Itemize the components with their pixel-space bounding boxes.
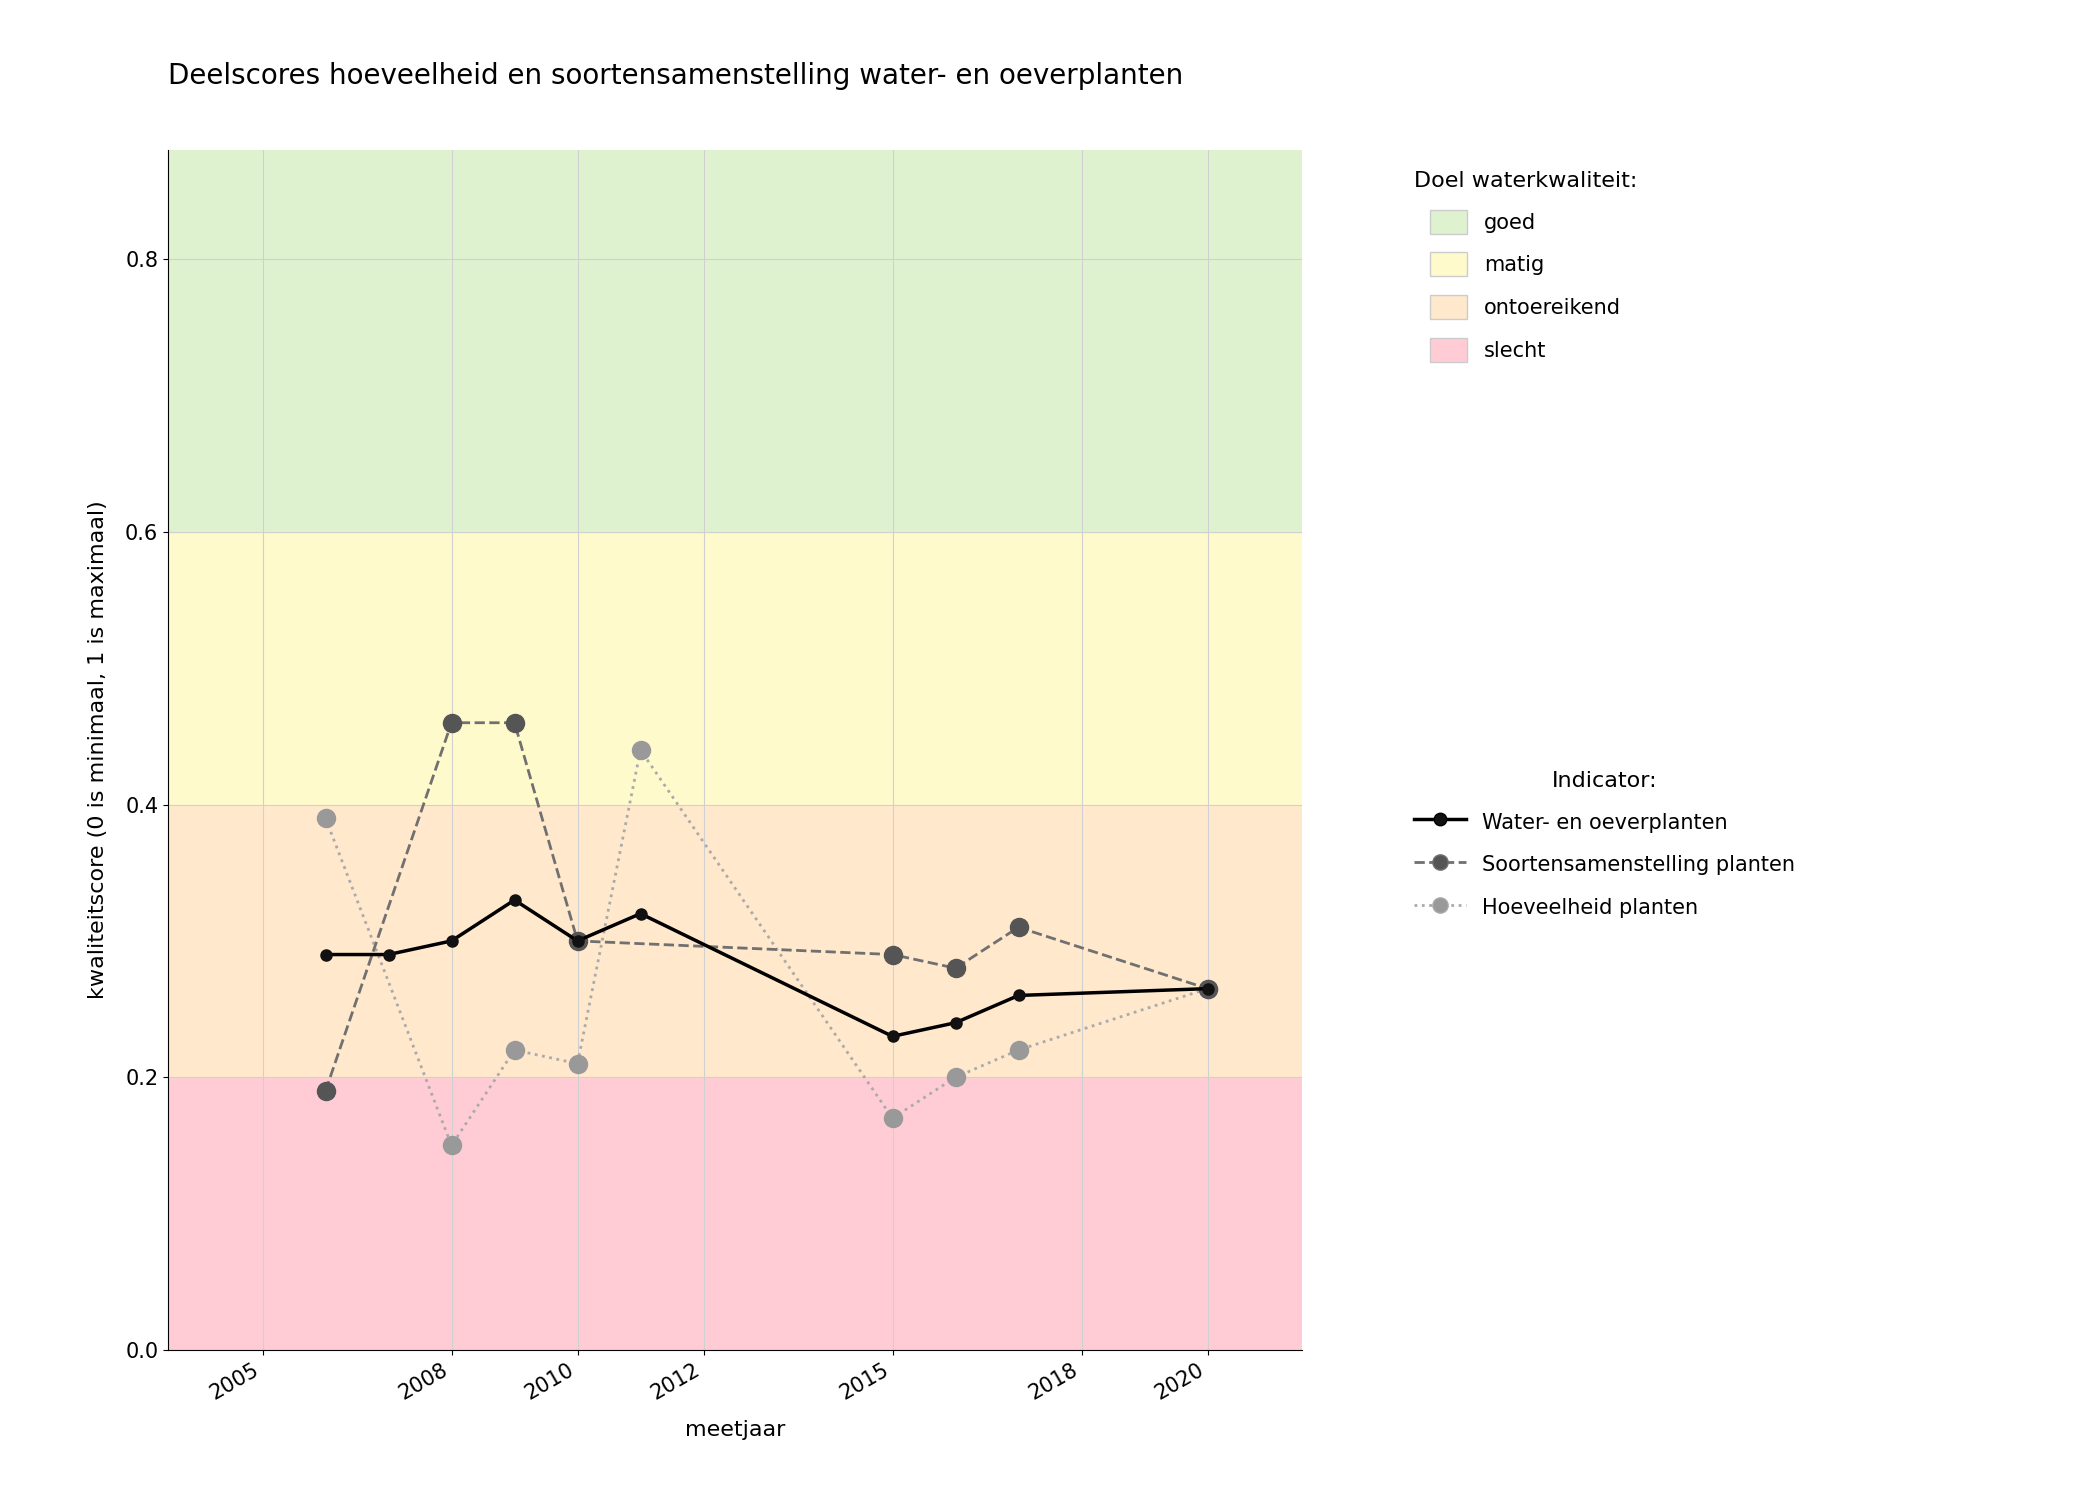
Y-axis label: kwaliteitscore (0 is minimaal, 1 is maximaal): kwaliteitscore (0 is minimaal, 1 is maxi… — [88, 501, 109, 999]
Bar — [168, 804, 1302, 1077]
Bar — [168, 1077, 1302, 1350]
Text: Deelscores hoeveelheid en soortensamenstelling water- en oeverplanten: Deelscores hoeveelheid en soortensamenst… — [168, 62, 1182, 90]
Legend: Water- en oeverplanten, Soortensamenstelling planten, Hoeveelheid planten: Water- en oeverplanten, Soortensamenstel… — [1403, 760, 1806, 930]
X-axis label: meetjaar: meetjaar — [685, 1420, 785, 1440]
Bar — [168, 532, 1302, 804]
Bar — [168, 150, 1302, 532]
